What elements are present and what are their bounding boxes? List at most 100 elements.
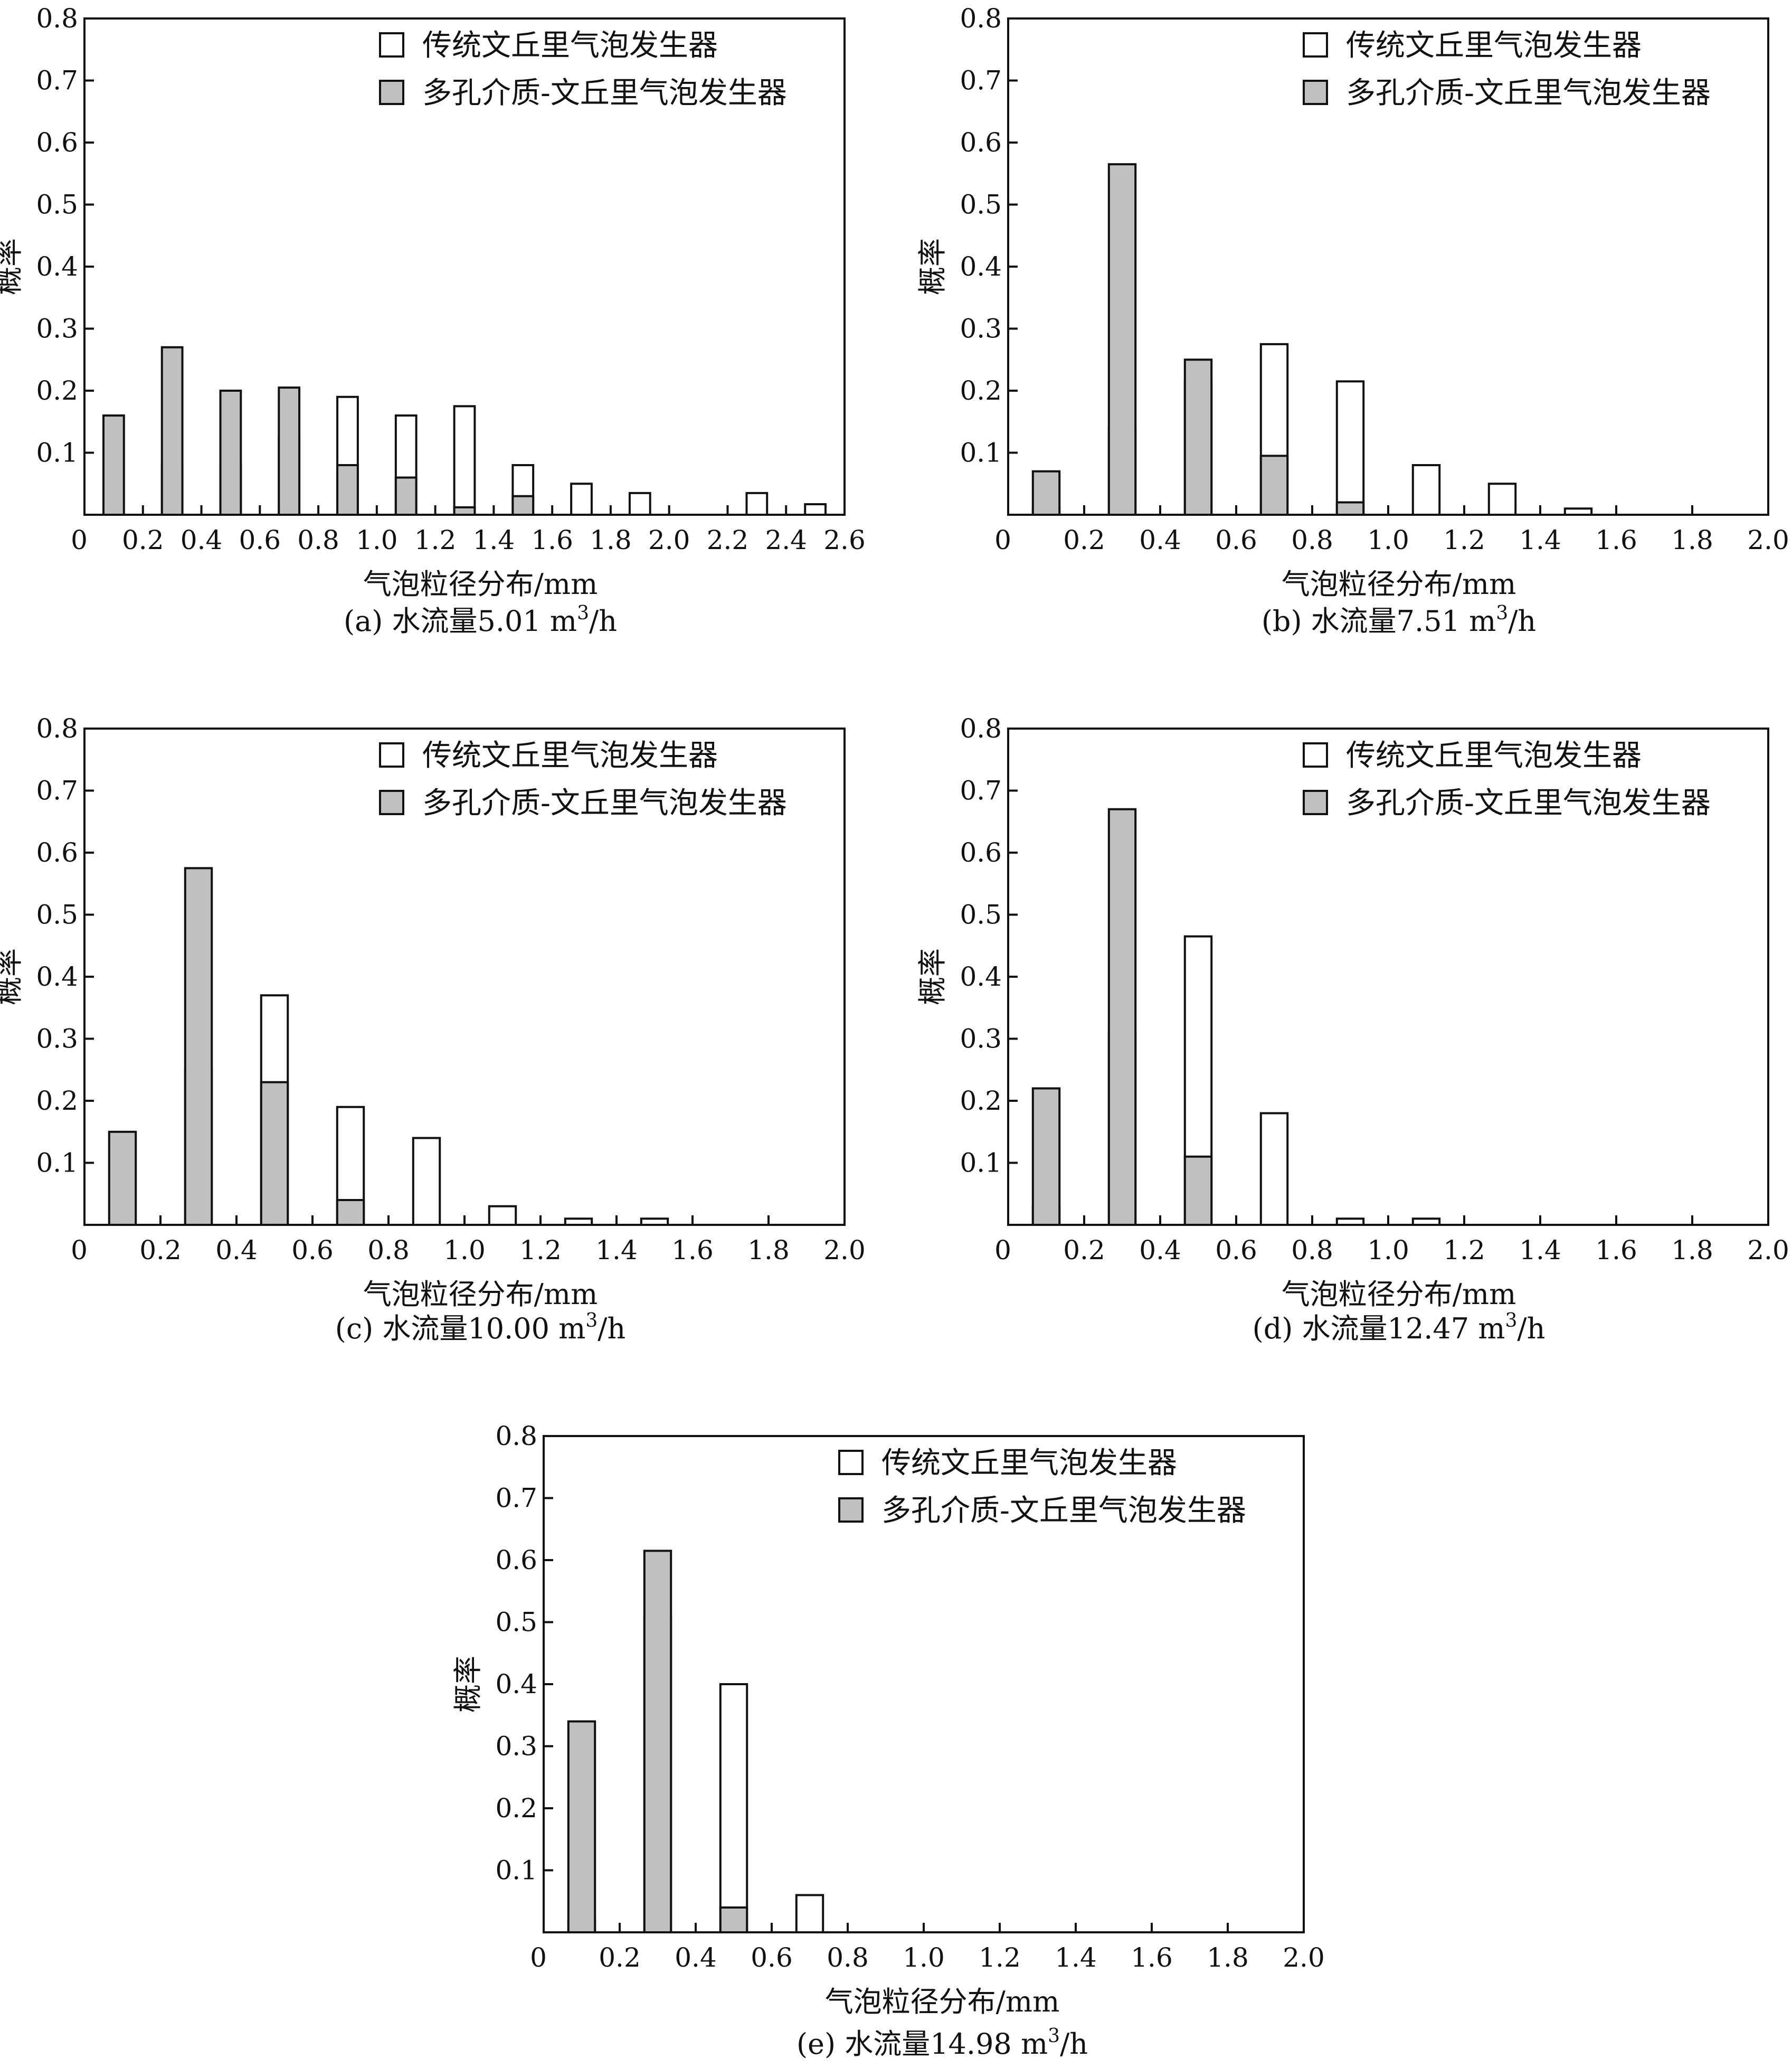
y-axis-label: 概率 <box>916 948 949 1005</box>
y-axis-label: 概率 <box>0 948 25 1005</box>
bar-porous <box>108 1130 137 1226</box>
y-tick-label: 0.6 <box>960 127 1002 158</box>
legend-swatch-porous <box>379 790 404 815</box>
x-axis-label: 气泡粒径分布/mm <box>1282 568 1516 601</box>
legend-swatch-porous <box>379 80 404 105</box>
x-tick-label: 1.0 <box>443 1235 486 1266</box>
bar-porous <box>260 1081 289 1226</box>
chart-a: 0.1 0.2 0.3 0.4 0.5 0.6 0.7 0.8 0.2 0.4 0.6 0.8 1.0 1… <box>0 3 866 638</box>
bar-porous <box>511 495 535 516</box>
x-tick-label: 0.4 <box>1139 1235 1181 1266</box>
y-tick-label: 0.7 <box>36 65 78 96</box>
bar-traditional <box>1259 1112 1289 1226</box>
y-tick-label: 0.1 <box>495 1855 537 1886</box>
legend-label-traditional: 传统文丘里气泡发生器 <box>422 739 718 773</box>
y-tick-label: 0.8 <box>960 713 1002 744</box>
x-tick-label: 1.0 <box>1367 525 1409 555</box>
origin-label: 0 <box>71 1235 88 1266</box>
y-axis-label: 概率 <box>0 238 25 295</box>
legend-label-porous: 多孔介质-文丘里气泡发生器 <box>422 786 787 820</box>
legend-swatch-porous <box>1303 790 1328 815</box>
bar-porous <box>394 476 418 516</box>
y-tick-label: 0.3 <box>960 314 1002 344</box>
origin-label: 0 <box>994 525 1011 555</box>
y-tick-label: 0.4 <box>36 961 78 992</box>
x-tick-label: 2.0 <box>648 525 690 555</box>
x-tick-label: 1.2 <box>519 1235 562 1266</box>
bar-traditional <box>570 483 593 516</box>
x-tick-label: 0.6 <box>239 525 281 555</box>
bar-porous <box>1031 1087 1061 1226</box>
bar-porous <box>336 1199 365 1226</box>
bar-traditional <box>795 1894 824 1933</box>
y-tick-label: 0.2 <box>495 1793 537 1824</box>
x-tick-label: 1.4 <box>1519 1235 1561 1266</box>
chart-caption: (e) 水流量14.98 m3/h <box>797 2025 1088 2061</box>
bar-traditional <box>488 1205 517 1226</box>
chart-e: 0.1 0.2 0.3 0.4 0.5 0.6 0.7 0.8 0.2 0.4 0.6 0.8 1.0 1… <box>451 1421 1325 2061</box>
x-tick-label: 1.4 <box>473 525 515 555</box>
bar-porous <box>1107 808 1137 1226</box>
bar-porous <box>1183 1155 1213 1226</box>
x-tick-label: 1.0 <box>356 525 398 555</box>
y-tick-label: 0.4 <box>960 251 1002 282</box>
y-tick-label: 0.4 <box>495 1669 537 1699</box>
x-tick-label: 2.0 <box>1747 1235 1789 1266</box>
y-tick-label: 0.5 <box>960 900 1002 930</box>
x-tick-label: 0.8 <box>367 1235 410 1266</box>
y-tick-label: 0.5 <box>495 1607 537 1638</box>
x-tick-label: 1.0 <box>903 1942 945 1973</box>
bar-porous <box>1031 470 1061 516</box>
y-tick-label: 0.1 <box>960 1148 1002 1178</box>
chart-b: 0.1 0.2 0.3 0.4 0.5 0.6 0.7 0.8 0.2 0.4 0.6 0.8 1.0 1… <box>916 3 1789 638</box>
y-tick-label: 0.8 <box>36 713 78 744</box>
x-tick-label: 2.0 <box>823 1235 866 1266</box>
bar-traditional <box>1335 380 1365 516</box>
x-tick-label: 0.2 <box>1063 525 1105 555</box>
x-tick-label: 0.8 <box>827 1942 869 1973</box>
x-tick-label: 1.4 <box>1519 525 1561 555</box>
x-tick-label: 0.6 <box>751 1942 793 1973</box>
x-tick-label: 0.2 <box>122 525 164 555</box>
x-tick-label: 1.6 <box>531 525 573 555</box>
x-tick-label: 0.6 <box>1215 1235 1257 1266</box>
legend-swatch-traditional <box>838 1450 864 1475</box>
bar-porous <box>643 1550 672 1933</box>
y-tick-label: 0.2 <box>36 1085 78 1116</box>
y-tick-label: 0.3 <box>960 1024 1002 1054</box>
y-tick-label: 0.1 <box>960 438 1002 468</box>
y-tick-label: 0.6 <box>36 127 78 158</box>
y-tick-label: 0.8 <box>495 1421 537 1451</box>
bar-traditional <box>1487 483 1517 516</box>
y-tick-label: 0.1 <box>36 1148 78 1178</box>
y-tick-label: 0.4 <box>960 961 1002 992</box>
legend-swatch-traditional <box>379 32 404 58</box>
x-tick-label: 0.2 <box>139 1235 182 1266</box>
bar-porous <box>453 506 476 516</box>
x-tick-label: 0.6 <box>1215 525 1257 555</box>
bar-porous <box>336 464 359 516</box>
bar-porous <box>278 386 301 516</box>
x-tick-label: 0.2 <box>1063 1235 1105 1266</box>
legend-label-porous: 多孔介质-文丘里气泡发生器 <box>1346 786 1711 820</box>
chart-caption: (a) 水流量5.01 m3/h <box>344 602 617 638</box>
origin-label: 0 <box>530 1942 547 1973</box>
x-tick-label: 1.0 <box>1367 1235 1409 1266</box>
x-tick-label: 1.6 <box>1595 525 1637 555</box>
x-tick-label: 0.4 <box>181 525 223 555</box>
y-tick-label: 0.3 <box>36 1024 78 1054</box>
y-tick-label: 0.6 <box>495 1545 537 1575</box>
x-tick-label: 1.6 <box>1131 1942 1173 1973</box>
bar-porous <box>1335 501 1365 516</box>
y-tick-label: 0.2 <box>36 375 78 406</box>
legend-label-traditional: 传统文丘里气泡发生器 <box>1346 739 1642 773</box>
legend-label-porous: 多孔介质-文丘里气泡发生器 <box>881 1494 1246 1528</box>
bar-traditional <box>453 405 476 516</box>
bar-traditional <box>1411 464 1441 516</box>
bar-traditional <box>804 503 827 516</box>
x-tick-label: 1.8 <box>1671 525 1713 555</box>
x-tick-label: 1.4 <box>595 1235 638 1266</box>
x-axis-label: 气泡粒径分布/mm <box>363 568 598 601</box>
chart-caption: (c) 水流量10.00 m3/h <box>335 1310 625 1345</box>
bar-porous <box>719 1906 748 1933</box>
